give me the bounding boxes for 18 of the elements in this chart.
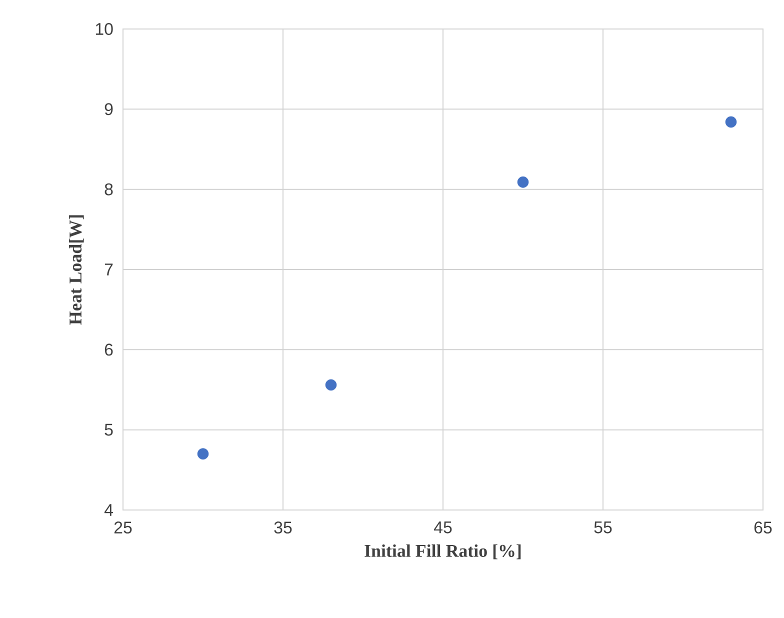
y-tick-label: 6 bbox=[104, 344, 113, 356]
y-tick-label: 5 bbox=[104, 424, 113, 436]
x-tick-label: 25 bbox=[114, 522, 132, 534]
point bbox=[725, 116, 737, 128]
y-tick-label: 8 bbox=[104, 183, 113, 196]
x-tick-label: 35 bbox=[274, 522, 292, 534]
x-tick-label: 45 bbox=[434, 522, 452, 534]
point bbox=[325, 379, 337, 391]
point bbox=[517, 176, 529, 188]
y-axis-title: Heat Load[W] bbox=[68, 215, 84, 325]
point bbox=[197, 448, 209, 460]
y-tick-label: 4 bbox=[104, 504, 113, 516]
x-tick-label: 55 bbox=[594, 522, 612, 534]
y-tick-label: 7 bbox=[104, 264, 113, 276]
x-tick-label: 65 bbox=[754, 522, 772, 534]
y-tick-label: 9 bbox=[104, 103, 113, 116]
x-axis-title: Initial Fill Ratio [%] bbox=[364, 544, 521, 560]
y-tick-label: 10 bbox=[96, 22, 113, 35]
